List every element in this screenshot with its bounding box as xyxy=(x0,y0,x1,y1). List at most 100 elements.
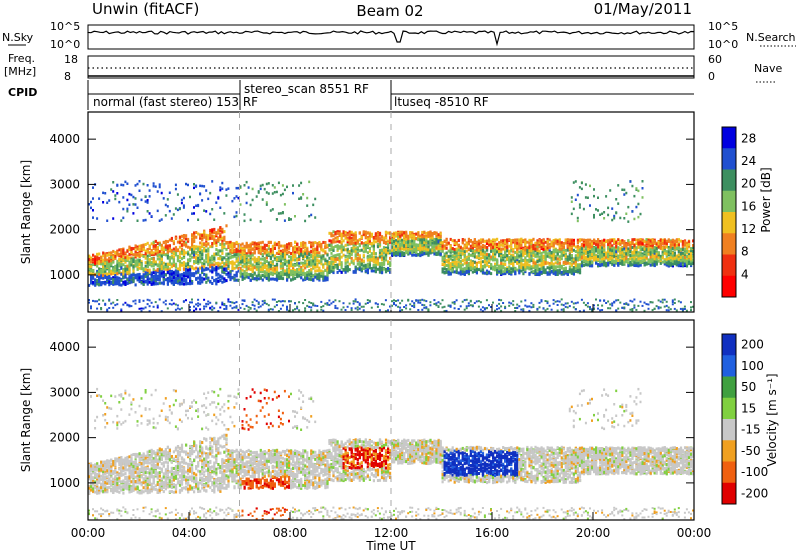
data-cell xyxy=(104,267,107,271)
data-cell xyxy=(304,241,307,245)
data-cell xyxy=(251,269,254,273)
data-cell xyxy=(300,276,303,280)
data-cell xyxy=(395,241,398,245)
data-cell xyxy=(354,231,357,235)
data-cell xyxy=(459,305,462,308)
data-cell xyxy=(237,254,240,258)
data-cell xyxy=(292,246,295,250)
data-cell xyxy=(231,255,234,259)
data-cell xyxy=(170,272,173,276)
data-cell xyxy=(415,250,418,254)
data-cell xyxy=(302,243,305,247)
data-cell xyxy=(223,237,226,241)
data-cell xyxy=(193,231,196,235)
data-cell xyxy=(271,277,274,281)
data-cell xyxy=(281,184,284,187)
data-cell xyxy=(217,249,220,253)
data-cell xyxy=(116,265,119,269)
data-cell xyxy=(461,300,464,303)
data-cell xyxy=(352,300,355,303)
data-cell xyxy=(104,256,107,260)
data-cell xyxy=(384,258,388,262)
data-cell xyxy=(477,242,481,246)
data-cell xyxy=(283,269,287,273)
data-cell xyxy=(332,271,335,275)
data-cell xyxy=(451,247,454,251)
data-cell xyxy=(197,232,200,236)
data-cell xyxy=(441,267,444,271)
data-cell xyxy=(182,253,186,256)
data-cell xyxy=(449,250,452,254)
data-cell xyxy=(336,239,339,243)
data-cell xyxy=(384,267,388,271)
data-cell xyxy=(465,266,468,270)
data-cell xyxy=(205,280,208,284)
data-cell xyxy=(223,279,226,283)
data-cell xyxy=(172,302,175,305)
data-cell xyxy=(496,258,499,262)
data-cell xyxy=(136,247,139,251)
data-cell xyxy=(292,184,294,187)
data-cell xyxy=(152,251,155,255)
data-cell xyxy=(332,254,335,258)
data-cell xyxy=(128,280,131,284)
data-cell xyxy=(312,303,315,306)
data-cell xyxy=(148,254,151,257)
data-cell xyxy=(160,243,163,247)
data-cell xyxy=(257,277,260,281)
data-cell xyxy=(411,234,414,238)
data-cell xyxy=(168,248,171,252)
data-cell xyxy=(112,306,115,309)
data-cell xyxy=(304,276,307,280)
data-cell xyxy=(288,255,291,259)
data-cell xyxy=(451,250,454,254)
data-cell xyxy=(453,270,456,274)
data-cell xyxy=(152,184,155,188)
data-cell xyxy=(265,248,268,252)
data-cell xyxy=(423,299,426,302)
data-cell xyxy=(156,245,159,249)
data-cell xyxy=(253,256,256,260)
data-cell xyxy=(492,241,495,245)
data-cell xyxy=(122,250,125,254)
data-cell xyxy=(231,264,234,268)
data-cell xyxy=(465,258,468,262)
data-cell xyxy=(358,267,361,271)
data-cell xyxy=(502,239,505,243)
data-cell xyxy=(435,302,438,305)
data-cell xyxy=(205,273,208,277)
data-cell xyxy=(376,261,380,265)
data-cell xyxy=(110,302,113,305)
data-cell xyxy=(316,245,319,249)
data-cell xyxy=(255,274,258,278)
data-cell xyxy=(126,207,129,211)
data-cell xyxy=(364,236,367,240)
data-cell xyxy=(223,242,226,246)
data-cell xyxy=(481,265,485,268)
data-cell xyxy=(389,270,392,274)
data-cell xyxy=(360,248,363,252)
data-cell xyxy=(96,256,99,260)
data-cell xyxy=(249,245,252,248)
data-cell xyxy=(427,240,430,244)
data-cell xyxy=(269,249,272,253)
data-cell xyxy=(146,257,149,260)
data-cell xyxy=(176,240,180,244)
data-cell xyxy=(136,252,139,256)
data-cell xyxy=(189,246,192,250)
data-cell xyxy=(354,234,357,238)
data-cell xyxy=(455,257,458,261)
data-cell xyxy=(380,252,384,256)
data-cell xyxy=(324,278,327,282)
data-cell xyxy=(451,268,454,272)
cpid-panel: CPID normal (fast stereo) 153 RF stereo_… xyxy=(8,80,694,110)
data-cell xyxy=(132,273,135,277)
data-cell xyxy=(134,264,137,268)
data-cell xyxy=(498,307,501,310)
data-cell xyxy=(176,208,179,212)
data-cell xyxy=(98,269,101,273)
data-cell xyxy=(164,278,167,282)
data-cell xyxy=(461,247,464,251)
data-cell xyxy=(231,251,234,254)
data-cell xyxy=(172,273,175,277)
